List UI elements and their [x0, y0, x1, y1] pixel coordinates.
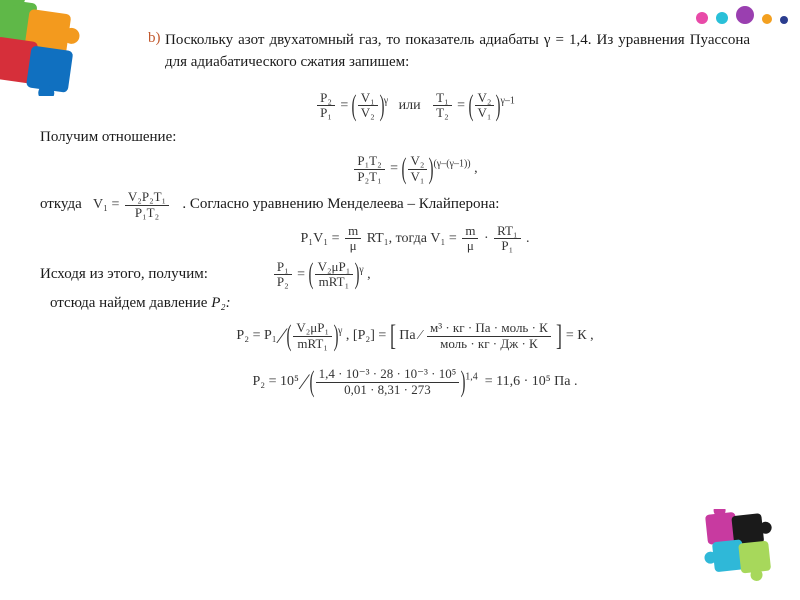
equation-ratio: P₁T₂P₂T₁ = (V₂V₁)(γ–(γ–1)) , [70, 152, 760, 186]
corner-dots-top-right [694, 6, 790, 29]
equation-p2-numeric: P₂ = 10⁵ ⁄ (1,4 · 10⁻³ · 28 · 10⁻³ · 10⁵… [70, 365, 760, 399]
text-find-pressure: отсюда найдем давление P₂: [50, 293, 760, 315]
list-marker-b: b) [148, 30, 161, 47]
corner-puzzle-bottom-right [699, 509, 794, 594]
equation-p1p2: P₁P₂ = (V₂μP₁mRT₁)γ , [272, 267, 371, 282]
text-hence-mendeleev: откуда V₁ = V₂P₂T₁P₁T₂ . Согласно уравне… [40, 190, 760, 220]
text-obtain-ratio: Получим отношение: [40, 127, 760, 149]
corner-puzzle-top-left [0, 0, 96, 101]
equation-poisson: P₂P₁ = (V₁V₂)γ или T₁T₂ = (V₂V₁)γ–1 [70, 89, 760, 123]
equation-mendeleev: P₁V₁ = mμ RT₁, тогда V₁ = mμ · RT₁P₁ . [70, 224, 760, 254]
intro-paragraph: Поскольку азот двухатомный газ, то показ… [165, 30, 750, 74]
equation-p2-dimensional: P₂ = P₁ ⁄ (V₂μP₁mRT₁)γ , [P₂] = [ Па ⁄ м… [70, 319, 760, 353]
text-therefore: Исходя из этого, получим: [40, 264, 208, 286]
